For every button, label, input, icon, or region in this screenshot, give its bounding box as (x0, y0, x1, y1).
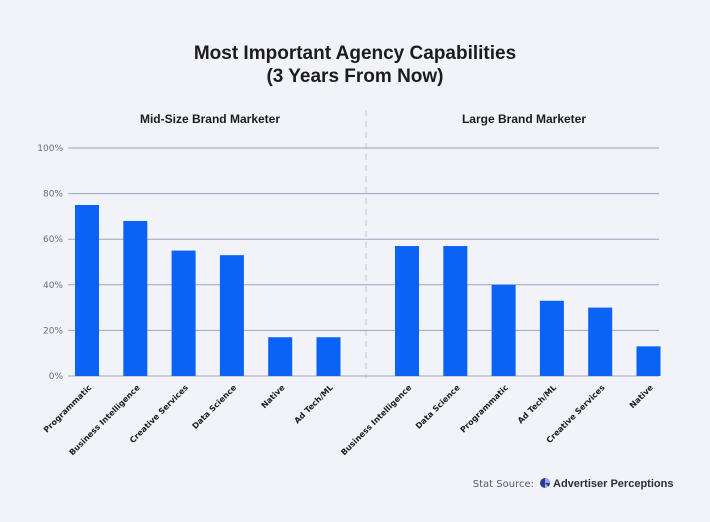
chart-title: Most Important Agency Capabilities (194, 43, 516, 64)
category-label: Programmatic (459, 383, 511, 435)
stat-source: Stat Source: Advertiser Perceptions (473, 478, 673, 490)
panel-title-mid-size: Mid-Size Brand Marketer (140, 112, 280, 126)
y-tick-label: 60% (43, 235, 63, 245)
chart-subtitle: (3 Years From Now) (266, 66, 443, 87)
category-label: Native (628, 383, 655, 410)
category-label: Business Intelligence (339, 383, 414, 458)
category-label: Programmatic (42, 383, 94, 435)
panel-title-large: Large Brand Marketer (462, 112, 586, 126)
y-tick-label: 40% (43, 281, 63, 291)
stat-source-label: Stat Source: (473, 479, 534, 490)
bar (491, 284, 516, 376)
bar (268, 337, 293, 376)
category-label: Ad Tech/ML (516, 383, 558, 425)
y-tick-label: 100% (37, 144, 63, 154)
grid-lines (68, 147, 659, 377)
bars (75, 205, 661, 376)
y-tick-label: 20% (43, 326, 63, 336)
bar (443, 246, 468, 376)
y-axis-ticks: 0% 20% 40% 60% 80% 100% (37, 144, 63, 382)
bar (171, 250, 196, 376)
category-label: Native (260, 383, 287, 410)
y-tick-label: 80% (43, 190, 63, 200)
bar (636, 346, 661, 376)
bar (219, 255, 244, 376)
bar (316, 337, 341, 376)
bar (395, 246, 419, 376)
category-label: Data Science (191, 383, 239, 431)
bar (75, 205, 99, 376)
y-tick-label: 0% (49, 372, 64, 382)
bar (588, 307, 613, 376)
bar (539, 300, 564, 376)
category-label: Data Science (414, 383, 462, 431)
category-label: Ad Tech/ML (293, 383, 335, 425)
stat-source-brand: Advertiser Perceptions (553, 478, 673, 490)
advertiser-perceptions-logo-icon (540, 478, 550, 489)
bar (123, 220, 148, 376)
